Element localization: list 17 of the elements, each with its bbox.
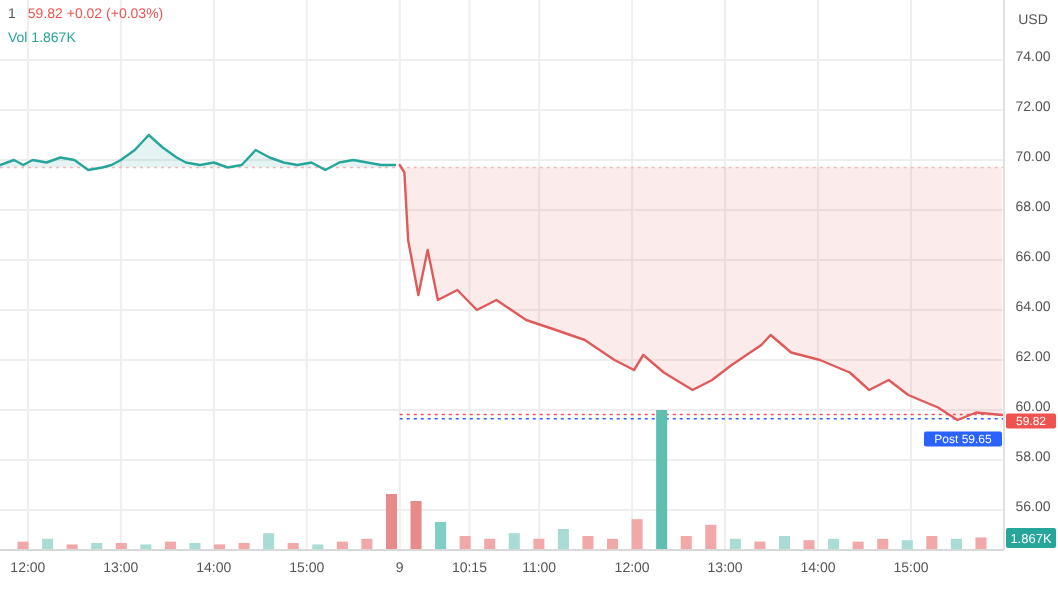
bar — [680, 536, 692, 550]
bar — [459, 536, 471, 550]
bar — [705, 524, 717, 550]
bar — [557, 529, 569, 550]
bar — [582, 536, 594, 550]
bar — [410, 501, 422, 550]
bar — [385, 494, 397, 550]
bar — [508, 533, 520, 550]
bar — [778, 536, 790, 550]
bar — [263, 533, 275, 550]
bar — [656, 410, 668, 550]
bar — [435, 522, 447, 550]
bar — [975, 537, 987, 550]
bar — [631, 519, 643, 550]
bar — [803, 540, 815, 550]
bar — [926, 536, 938, 550]
bar — [901, 540, 913, 550]
